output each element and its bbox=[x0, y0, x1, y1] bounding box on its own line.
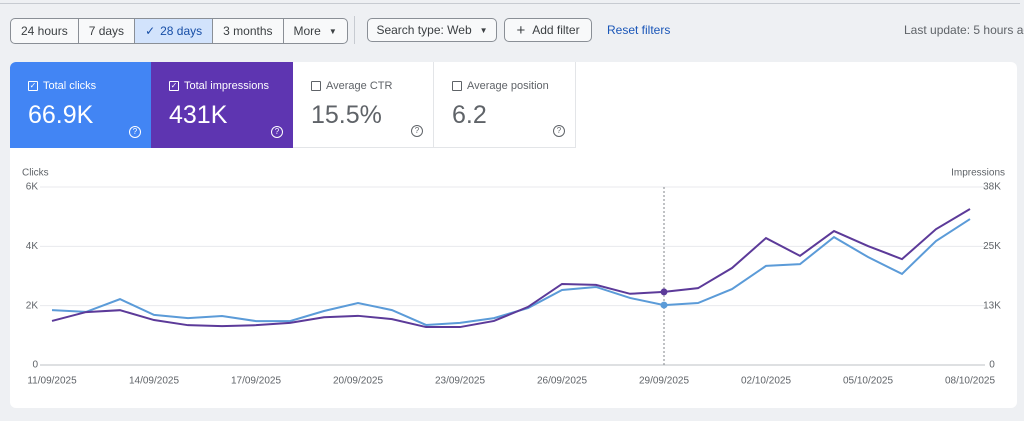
metric-card[interactable]: Average position 6.2? bbox=[434, 62, 576, 148]
more-label: More bbox=[293, 24, 321, 38]
checkbox bbox=[452, 81, 462, 91]
metric-card[interactable]: ✓ Total clicks 66.9K? bbox=[10, 62, 151, 148]
range-button-selected[interactable]: ✓ 28 days bbox=[135, 19, 214, 43]
metric-value: 431K bbox=[169, 101, 228, 129]
date-range-group: 24 hours 7 days ✓ 28 days 3 months More ▼ bbox=[10, 18, 348, 44]
add-filter-button[interactable]: + Add filter bbox=[504, 18, 592, 42]
caret: ▼ bbox=[328, 26, 337, 36]
checkbox: ✓ bbox=[28, 81, 38, 91]
range-label: 28 days bbox=[160, 24, 203, 38]
help-icon[interactable]: ? bbox=[129, 126, 141, 138]
reset-filters-link[interactable]: Reset filters bbox=[607, 23, 671, 37]
checkbox bbox=[311, 81, 321, 91]
separator bbox=[354, 16, 355, 44]
metric-label: Total impressions bbox=[184, 80, 269, 92]
last-update: Last update: 5 hours ago bbox=[904, 23, 1024, 37]
range-button[interactable]: 7 days bbox=[79, 19, 136, 43]
metric-value: 66.9K bbox=[28, 101, 94, 129]
metric-label: Average position bbox=[467, 80, 549, 92]
metric-label: Average CTR bbox=[326, 80, 393, 92]
range-button[interactable]: 24 hours bbox=[11, 19, 79, 43]
divider bbox=[0, 3, 1020, 4]
metric-card[interactable]: ✓ Total impressions 431K? bbox=[151, 62, 293, 148]
more-button[interactable]: More ▼ bbox=[284, 19, 347, 43]
metric-value: 15.5% bbox=[311, 101, 382, 129]
help-icon[interactable]: ? bbox=[271, 126, 283, 138]
check-icon: ✓ bbox=[145, 24, 156, 38]
help-icon[interactable]: ? bbox=[553, 125, 565, 137]
metric-value: 6.2 bbox=[452, 101, 487, 129]
metric-label: Total clicks bbox=[43, 80, 97, 92]
checkbox: ✓ bbox=[169, 81, 179, 91]
caret: ▼ bbox=[479, 25, 488, 35]
range-button[interactable]: 3 months bbox=[213, 19, 284, 43]
help-icon[interactable]: ? bbox=[411, 125, 423, 137]
search-type-button[interactable]: Search type: Web ▼ bbox=[367, 18, 497, 42]
metric-card[interactable]: Average CTR 15.5%? bbox=[293, 62, 434, 148]
search-type-label: Search type: Web bbox=[376, 23, 472, 37]
plus-icon: + bbox=[516, 21, 526, 39]
add-filter-label: Add filter bbox=[532, 23, 580, 37]
